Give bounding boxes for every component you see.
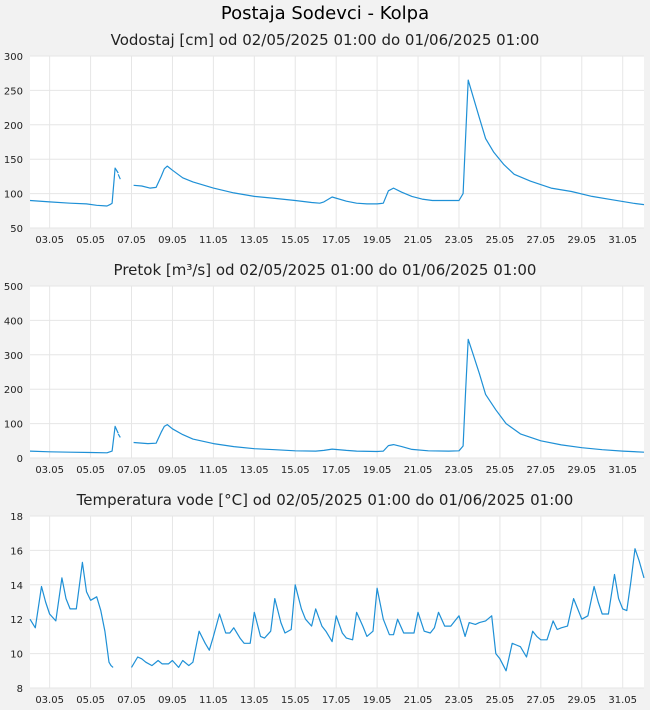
series-line-water-level <box>29 167 119 207</box>
x-tick-label: 21.05 <box>404 465 433 476</box>
x-tick-label: 21.05 <box>404 695 433 706</box>
x-tick-label: 03.05 <box>35 465 64 476</box>
x-tick-label: 27.05 <box>527 465 556 476</box>
x-tick-label: 13.05 <box>240 695 269 706</box>
x-tick-label: 17.05 <box>322 465 351 476</box>
x-tick-label: 03.05 <box>35 235 64 246</box>
x-tick-label: 11.05 <box>199 695 228 706</box>
x-tick-label: 09.05 <box>158 465 187 476</box>
x-tick-label: 15.05 <box>281 465 310 476</box>
x-tick-label: 13.05 <box>240 465 269 476</box>
y-tick-label: 200 <box>4 121 23 132</box>
y-tick-label: 16 <box>10 546 23 557</box>
x-tick-label: 29.05 <box>567 695 596 706</box>
y-tick-label: 250 <box>4 86 23 97</box>
y-tick-label: 300 <box>4 52 23 63</box>
y-tick-label: 100 <box>4 190 23 201</box>
x-tick-label: 11.05 <box>199 235 228 246</box>
series-line-water-level <box>117 174 121 180</box>
x-tick-label: 15.05 <box>281 695 310 706</box>
x-tick-label: 05.05 <box>76 235 105 246</box>
x-tick-label: 07.05 <box>117 235 146 246</box>
series-line-temperature <box>130 548 645 672</box>
y-tick-label: 150 <box>4 155 23 166</box>
x-tick-label: 19.05 <box>363 695 392 706</box>
y-tick-label: 0 <box>17 454 23 465</box>
x-tick-label: 31.05 <box>608 235 637 246</box>
x-tick-label: 25.05 <box>486 235 515 246</box>
y-tick-label: 50 <box>10 224 23 235</box>
plot-area-water-level <box>30 56 644 228</box>
plot-area-discharge <box>30 286 644 458</box>
x-tick-label: 17.05 <box>322 235 351 246</box>
x-tick-label: 31.05 <box>608 695 637 706</box>
x-tick-label: 19.05 <box>363 465 392 476</box>
series-line-discharge <box>117 433 121 438</box>
page-title: Postaja Sodevci - Kolpa <box>220 3 430 24</box>
plot-area-temperature <box>30 516 644 688</box>
y-tick-label: 18 <box>10 512 23 523</box>
x-tick-label: 25.05 <box>486 465 515 476</box>
y-tick-label: 300 <box>4 351 23 362</box>
x-tick-label: 23.05 <box>445 465 474 476</box>
x-tick-label: 27.05 <box>527 235 556 246</box>
x-tick-label: 05.05 <box>76 695 105 706</box>
x-tick-label: 05.05 <box>76 465 105 476</box>
chart-title-temperature: Temperatura vode [°C] od 02/05/2025 01:0… <box>76 491 574 509</box>
x-tick-label: 23.05 <box>445 235 474 246</box>
x-tick-label: 25.05 <box>486 695 515 706</box>
series-line-discharge <box>29 425 119 454</box>
x-tick-label: 23.05 <box>445 695 474 706</box>
series-line-discharge <box>133 338 645 453</box>
y-tick-label: 500 <box>4 282 23 293</box>
x-tick-label: 21.05 <box>404 235 433 246</box>
x-tick-label: 29.05 <box>567 235 596 246</box>
x-tick-label: 07.05 <box>117 695 146 706</box>
y-tick-label: 14 <box>10 581 23 592</box>
series-line-temperature <box>29 561 114 668</box>
y-tick-label: 12 <box>10 615 23 626</box>
x-tick-label: 15.05 <box>281 235 310 246</box>
x-tick-label: 09.05 <box>158 695 187 706</box>
x-tick-label: 29.05 <box>567 465 596 476</box>
series-line-water-level <box>133 79 645 206</box>
x-tick-label: 19.05 <box>363 235 392 246</box>
chart-title-water-level: Vodostaj [cm] od 02/05/2025 01:00 do 01/… <box>110 31 540 49</box>
y-tick-label: 200 <box>4 385 23 396</box>
x-tick-label: 03.05 <box>35 695 64 706</box>
y-tick-label: 10 <box>10 650 23 661</box>
x-tick-label: 09.05 <box>158 235 187 246</box>
x-tick-label: 27.05 <box>527 695 556 706</box>
y-tick-label: 100 <box>4 420 23 431</box>
x-tick-label: 13.05 <box>240 235 269 246</box>
y-tick-label: 400 <box>4 316 23 327</box>
x-tick-label: 17.05 <box>322 695 351 706</box>
x-tick-label: 11.05 <box>199 465 228 476</box>
chart-title-discharge: Pretok [m³/s] od 02/05/2025 01:00 do 01/… <box>113 261 537 279</box>
y-tick-label: 8 <box>17 684 23 695</box>
x-tick-label: 07.05 <box>117 465 146 476</box>
x-tick-label: 31.05 <box>608 465 637 476</box>
